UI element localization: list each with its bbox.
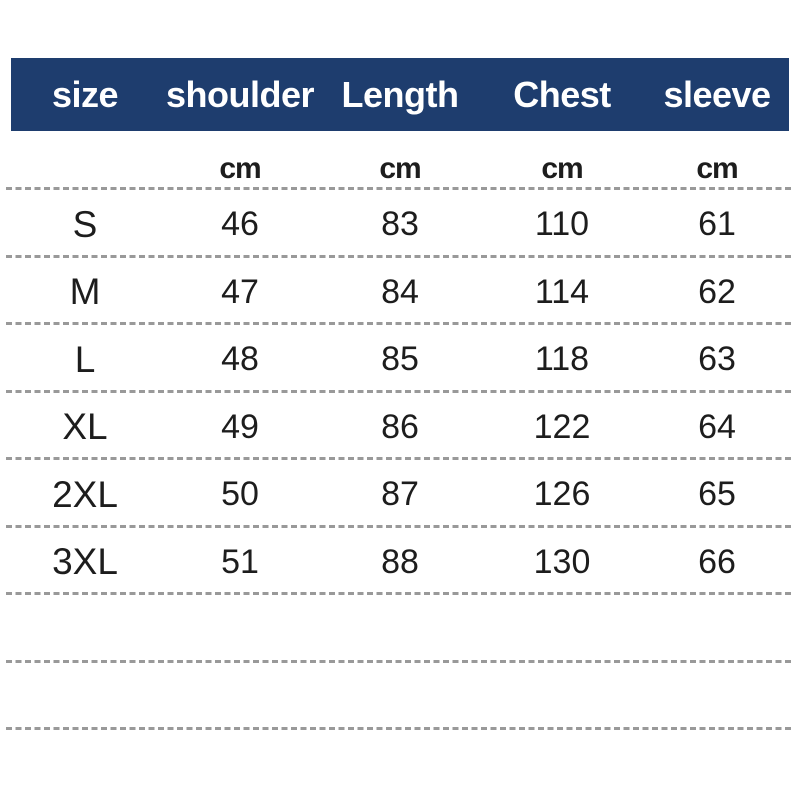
unit-cell-sleeve: cm	[696, 152, 738, 185]
length-cell: 86	[381, 407, 419, 446]
length-cell: 87	[381, 475, 419, 514]
sleeve-cell: 66	[698, 542, 736, 581]
header-length: Length	[341, 73, 459, 115]
shoulder-cell: 49	[221, 407, 259, 446]
dashed-divider	[6, 659, 794, 663]
empty-table-row	[0, 663, 800, 728]
length-cell: 85	[381, 340, 419, 379]
unit-cell-shoulder: cm	[219, 152, 261, 185]
unit-row: cm cm cm cm	[0, 131, 800, 187]
size-cell: M	[69, 271, 101, 313]
dashed-divider	[6, 389, 794, 393]
unit-cell-length: cm	[379, 152, 421, 185]
shoulder-cell: 47	[221, 272, 259, 311]
sleeve-cell: 64	[698, 407, 736, 446]
chest-cell: 122	[533, 407, 591, 446]
table-row-s: S 46 83 110 61	[0, 190, 800, 255]
dashed-divider	[6, 457, 794, 460]
sleeve-cell: 63	[698, 340, 736, 379]
sleeve-cell: 61	[698, 205, 736, 244]
size-cell: L	[74, 338, 96, 380]
unit-cell-size	[11, 186, 159, 187]
empty-table-row	[0, 595, 800, 660]
chest-cell: 130	[533, 542, 591, 581]
shoulder-cell: 50	[221, 475, 259, 514]
dashed-divider	[6, 322, 794, 325]
dashed-divider	[6, 592, 794, 595]
size-cell: 2XL	[52, 473, 118, 515]
size-cell: XL	[62, 406, 108, 448]
header-shoulder: shoulder	[165, 73, 315, 115]
dashed-divider	[6, 254, 794, 258]
table-header-row: size shoulder Length Chest sleeve	[11, 58, 789, 131]
table-row-xl: XL 49 86 122 64	[0, 393, 800, 458]
shoulder-cell: 46	[221, 205, 259, 244]
length-cell: 84	[381, 272, 419, 311]
unit-cell-chest: cm	[541, 152, 583, 185]
sleeve-cell: 62	[698, 272, 736, 311]
chest-cell: 118	[534, 340, 590, 379]
sleeve-cell: 65	[698, 475, 736, 514]
dashed-divider	[6, 187, 794, 190]
length-cell: 83	[381, 205, 419, 244]
header-sleeve: sleeve	[663, 73, 771, 115]
table-row-l: L 48 85 118 63	[0, 325, 800, 390]
table-row-3xl: 3XL 51 88 130 66	[0, 528, 800, 593]
dashed-divider	[6, 727, 794, 730]
chest-cell: 114	[534, 272, 590, 311]
table-row-2xl: 2XL 50 87 126 65	[0, 460, 800, 525]
chest-cell: 126	[533, 475, 591, 514]
dashed-divider	[6, 524, 794, 528]
chest-cell: 110	[534, 205, 590, 244]
header-size: size	[51, 73, 119, 115]
size-cell: S	[72, 203, 98, 245]
shoulder-cell: 51	[221, 542, 259, 581]
header-chest: Chest	[513, 73, 611, 115]
length-cell: 88	[381, 542, 419, 581]
size-cell: 3XL	[52, 541, 118, 583]
table-row-m: M 47 84 114 62	[0, 258, 800, 323]
shoulder-cell: 48	[221, 340, 259, 379]
